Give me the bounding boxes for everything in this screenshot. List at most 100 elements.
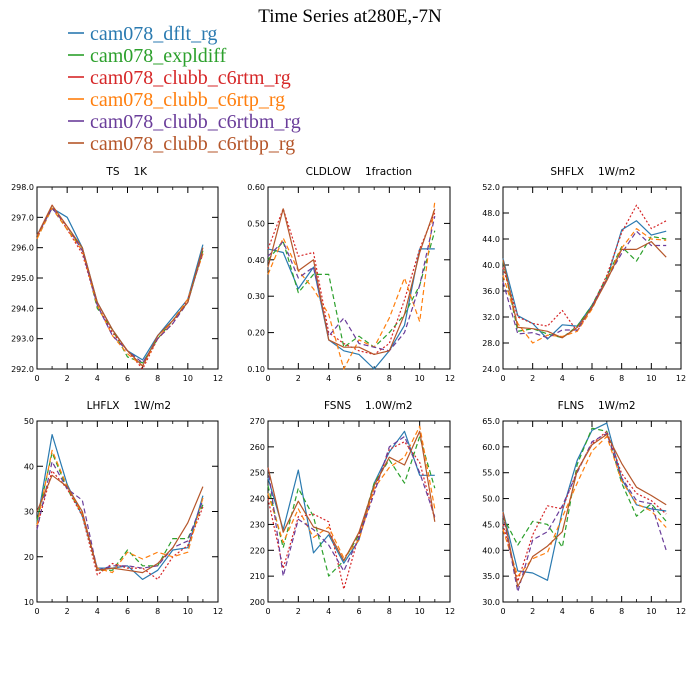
series-line-4 [267, 215, 436, 352]
y-tick-label: 10 [24, 598, 34, 607]
legend: cam078_dflt_rgcam078_expldiffcam078_club… [68, 23, 301, 155]
legend-label-1: cam078_expldiff [90, 45, 227, 67]
y-tick-label: 48.0 [482, 209, 500, 218]
x-tick-label: 6 [356, 374, 361, 383]
legend-label-0: cam078_dflt_rg [90, 23, 217, 45]
x-tick-label: 10 [646, 374, 656, 383]
series-line-5 [36, 204, 204, 367]
figure-title: Time Series at280E,-7N [258, 6, 442, 27]
x-tick-label: 10 [415, 374, 425, 383]
y-tick-label: 292.0 [11, 365, 34, 374]
series-line-1 [36, 452, 204, 571]
series-line-0 [36, 434, 204, 581]
series-line-5 [267, 208, 436, 355]
x-tick-label: 12 [676, 374, 686, 383]
series-line-3 [36, 207, 204, 367]
series-line-1 [267, 435, 436, 577]
panel-title-units: 1.0W/m2 [365, 400, 413, 412]
y-tick-label: 60.0 [482, 443, 500, 452]
y-tick-label: 28.0 [482, 339, 500, 348]
x-tick-label: 8 [619, 374, 624, 383]
y-tick-label: 270 [250, 417, 265, 426]
x-tick-label: 0 [500, 374, 505, 383]
y-tick-label: 297.0 [11, 213, 34, 222]
x-tick-label: 10 [183, 607, 193, 616]
panel-title-variable: FLNS [558, 400, 585, 412]
panel-title-units: 1K [134, 166, 149, 178]
x-tick-label: 8 [155, 607, 160, 616]
x-tick-label: 8 [387, 374, 392, 383]
y-tick-label: 0.40 [247, 256, 265, 265]
x-tick-label: 4 [560, 607, 565, 616]
x-tick-label: 2 [530, 374, 535, 383]
y-tick-label: 32.0 [482, 313, 500, 322]
x-tick-label: 12 [676, 607, 686, 616]
panel-title-variable: FSNS [324, 400, 351, 412]
x-tick-label: 6 [125, 607, 130, 616]
y-tick-label: 65.0 [482, 417, 500, 426]
y-tick-label: 50.0 [482, 495, 500, 504]
panel-title-units: 1W/m2 [598, 400, 636, 412]
panel-ts: TS 1K 0 2 4 6 8 10 12 292.0 293.0 294.0 295.0 296.0 29… [11, 166, 223, 383]
x-tick-label: 6 [589, 374, 594, 383]
x-tick-label: 4 [560, 374, 565, 383]
x-tick-label: 12 [213, 607, 223, 616]
panels: TS 1K 0 2 4 6 8 10 12 292.0 293.0 294.0 295.0 296.0 29… [11, 166, 686, 616]
y-tick-label: 36.0 [482, 287, 500, 296]
y-tick-label: 296.0 [11, 244, 34, 253]
legend-label-2: cam078_clubb_c6rtm_rg [90, 67, 291, 89]
panel-title-units: 1W/m2 [134, 400, 172, 412]
y-tick-label: 20 [24, 553, 34, 562]
x-tick-label: 8 [619, 607, 624, 616]
y-tick-label: 24.0 [482, 365, 500, 374]
x-tick-label: 4 [95, 374, 100, 383]
y-tick-label: 55.0 [482, 469, 500, 478]
legend-label-3: cam078_clubb_c6rtp_rg [90, 89, 285, 111]
series-line-3 [267, 201, 436, 370]
y-tick-label: 40.0 [482, 261, 500, 270]
y-tick-label: 0.30 [247, 292, 265, 301]
legend-label-4: cam078_clubb_c6rtbm_rg [90, 111, 301, 133]
panel-title-units: 1fraction [365, 166, 412, 178]
y-tick-label: 200 [250, 598, 265, 607]
panel-title-units: 1W/m2 [598, 166, 636, 178]
y-tick-label: 35.0 [482, 572, 500, 581]
series-line-3 [36, 449, 204, 574]
panel-flns: FLNS 1W/m2 0 2 4 6 8 10 12 30.0 35.0 40.0 45.0 50.0 55… [482, 400, 686, 616]
y-tick-label: 52.0 [482, 183, 500, 192]
x-tick-label: 2 [296, 607, 301, 616]
panel-title-variable: LHFLX [87, 400, 120, 412]
y-tick-label: 250 [250, 469, 265, 478]
x-tick-label: 0 [34, 374, 39, 383]
legend-label-5: cam078_clubb_c6rtbp_rg [90, 133, 295, 155]
panel-lhflx: LHFLX 1W/m2 0 2 4 6 8 10 12 10 20 30 40 50 [24, 400, 223, 616]
y-tick-label: 44.0 [482, 235, 500, 244]
x-tick-label: 6 [589, 607, 594, 616]
x-tick-label: 12 [445, 374, 455, 383]
series-line-5 [502, 433, 667, 588]
y-tick-label: 40.0 [482, 546, 500, 555]
panel-cldlow: CLDLOW 1fraction 0 2 4 6 8 10 12 0.10 0.20 0.30 0.40… [247, 166, 455, 383]
y-tick-label: 240 [250, 495, 265, 504]
series-line-1 [267, 230, 436, 348]
series-line-2 [36, 204, 204, 370]
y-tick-label: 293.0 [11, 335, 34, 344]
y-tick-label: 260 [250, 443, 265, 452]
series-line-0 [267, 430, 435, 564]
panel-title-variable: TS [105, 166, 119, 178]
x-tick-label: 8 [387, 607, 392, 616]
series-line-3 [267, 425, 436, 559]
y-tick-label: 45.0 [482, 520, 500, 529]
panel-title-variable: SHFLX [550, 166, 584, 178]
y-tick-label: 220 [250, 546, 265, 555]
panel-shflx: SHFLX 1W/m2 0 2 4 6 8 10 12 24.0 28.0 32.0 36.0 40.0 4… [482, 166, 686, 383]
y-tick-label: 294.0 [11, 304, 34, 313]
y-tick-label: 0.20 [247, 329, 265, 338]
y-tick-label: 30 [24, 508, 34, 517]
y-tick-label: 0.60 [247, 183, 265, 192]
x-tick-label: 12 [213, 374, 223, 383]
y-tick-label: 298.0 [11, 183, 34, 192]
y-tick-label: 0.10 [247, 365, 265, 374]
x-tick-label: 6 [125, 374, 130, 383]
